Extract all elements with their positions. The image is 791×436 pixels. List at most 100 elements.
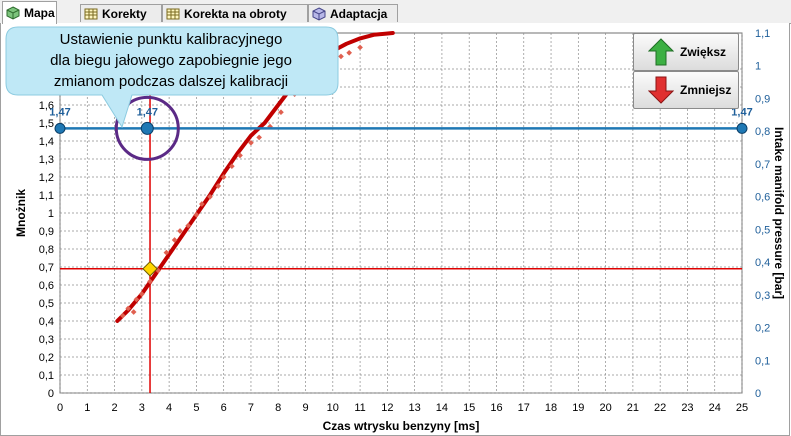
decrease-button[interactable]: Zmniejsz: [633, 71, 739, 109]
y-tick-label: 0,8: [39, 244, 54, 256]
decrease-label: Zmniejsz: [680, 83, 732, 97]
data-point: [185, 222, 192, 229]
x-tick-label: 21: [627, 402, 639, 414]
y-tick-label: 1,1: [39, 190, 54, 202]
data-point: [130, 309, 137, 315]
cube-icon: [312, 6, 326, 21]
marks-layer[interactable]: 1,47 1,47 1,47: [49, 95, 753, 277]
arrow-up-icon: [648, 38, 674, 66]
data-point: [119, 312, 126, 319]
x-tick-label: 17: [518, 402, 530, 414]
x-tick-label: 6: [221, 402, 227, 414]
tab-label: Adaptacja: [330, 6, 388, 21]
y2-tick-label: 0,4: [755, 257, 770, 269]
x-tick-label: 9: [302, 402, 308, 414]
data-point: [147, 278, 153, 285]
data-label: 1,47: [49, 106, 70, 118]
data-point: [207, 193, 213, 200]
x-tick-label: 15: [463, 402, 475, 414]
y2-tick-label: 0,7: [755, 159, 770, 171]
y-tick-label: 0,5: [39, 298, 54, 310]
callout-bubble: [5, 26, 339, 129]
tab-korekta-na-obroty[interactable]: Korekta na obroty: [162, 4, 308, 22]
y2-tick-label: 1: [755, 61, 761, 73]
y-tick-label: 0,1: [39, 370, 54, 382]
cursor-marker[interactable]: [142, 261, 158, 277]
data-label: 1,47: [137, 106, 158, 118]
x-tick-label: 18: [545, 402, 557, 414]
y2-tick-label: 0,5: [755, 224, 770, 236]
table-icon: [84, 8, 98, 19]
highlight-circle: [114, 95, 180, 161]
y2-tick-label: 0,8: [755, 126, 770, 138]
y2-axis-label: Intake manifold pressure [bar]: [772, 127, 786, 299]
x-tick-label: 3: [139, 402, 145, 414]
y-tick-label: 0,9: [39, 226, 54, 238]
y-tick-label: 1,2: [39, 172, 54, 184]
x-axis: 0 1 2 3 4 5 6 7 8 9 10 11 12 13 14 15 16 17 18 19 20 21 22 23 24…: [57, 402, 748, 414]
y2-tick-label: 1,1: [755, 28, 770, 40]
y-tick-label: 0: [48, 388, 54, 400]
calibration-curve: [115, 31, 395, 323]
increase-label: Zwiększ: [680, 45, 727, 59]
data-label: 1,47: [731, 106, 752, 118]
tab-adaptacja[interactable]: Adaptacja: [308, 4, 398, 22]
y-tick-label: 0,4: [39, 316, 54, 328]
callout-line-1: Ustawienie punktu kalibracyjnego: [59, 31, 283, 48]
callout-line-2: dla biegu jałowego zapobiegnie jego: [50, 52, 292, 69]
x-tick-label: 25: [736, 402, 748, 414]
x-tick-label: 14: [436, 402, 448, 414]
y-tick-label: 1: [48, 208, 54, 220]
data-point: [199, 201, 205, 207]
data-point: [139, 291, 145, 297]
data-point: [163, 249, 170, 256]
x-tick-label: 22: [654, 402, 666, 414]
x-tick-label: 23: [681, 402, 693, 414]
x-tick-label: 7: [248, 402, 254, 414]
y-tick-label: 1,5: [39, 118, 54, 130]
y2-tick-label: 0,1: [755, 355, 770, 367]
data-point: [133, 296, 140, 303]
data-point: [193, 211, 200, 218]
x-axis-label: Czas wtrysku benzyny [ms]: [323, 419, 480, 433]
tab-label: Mapa: [24, 6, 55, 20]
y-axis-left: 0 0,1 0,2 0,3 0,4 0,5 0,6 0,7 0,8 0,9 1 1,1 1,2 1,3 1,…: [39, 64, 54, 400]
tab-mapa[interactable]: Mapa: [2, 1, 57, 24]
data-point: [220, 174, 227, 180]
x-tick-label: 24: [709, 402, 721, 414]
data-point: [229, 163, 235, 170]
y-tick-label: 0,6: [39, 280, 54, 292]
y2-tick-label: 0,6: [755, 192, 770, 204]
x-tick-label: 19: [572, 402, 584, 414]
data-point: [248, 139, 254, 146]
x-tick-label: 4: [166, 402, 172, 414]
table-icon: [166, 8, 180, 19]
y2-tick-label: 0: [755, 388, 761, 400]
callout-line-3: zmianom podczas dalszej kalibracji: [53, 73, 289, 90]
data-point: [125, 305, 132, 312]
tab-label: Korekty: [102, 6, 147, 21]
x-tick-label: 8: [275, 402, 281, 414]
y-tick-label: 0,7: [39, 262, 54, 274]
cube-icon: [6, 6, 20, 20]
pressure-point[interactable]: [140, 121, 154, 135]
pressure-point[interactable]: [54, 122, 66, 134]
y-axis-right: 0 0,1 0,2 0,3 0,4 0,5 0,6 0,7 0,8 0,9 1 1,1: [755, 28, 770, 400]
y-tick-label: 0,3: [39, 334, 54, 346]
data-point: [237, 152, 243, 159]
x-tick-label: 5: [193, 402, 199, 414]
x-tick-label: 10: [327, 402, 339, 414]
y-tick-label: 1,3: [39, 154, 54, 166]
x-tick-label: 12: [381, 402, 393, 414]
tab-korekty[interactable]: Korekty: [80, 4, 162, 22]
callout-text: Ustawienie punktu kalibracyjnego dla bie…: [4, 29, 338, 92]
increase-button[interactable]: Zwiększ: [633, 33, 739, 71]
data-point: [278, 109, 284, 116]
data-point: [171, 237, 178, 243]
tab-bar: Mapa Korekty Korekta na obroty Adaptacja: [0, 0, 791, 24]
y2-tick-label: 0,2: [755, 323, 770, 335]
pressure-point[interactable]: [736, 122, 748, 134]
x-tick-label: 20: [599, 402, 611, 414]
data-point: [177, 228, 183, 234]
arrow-down-icon: [648, 76, 674, 104]
